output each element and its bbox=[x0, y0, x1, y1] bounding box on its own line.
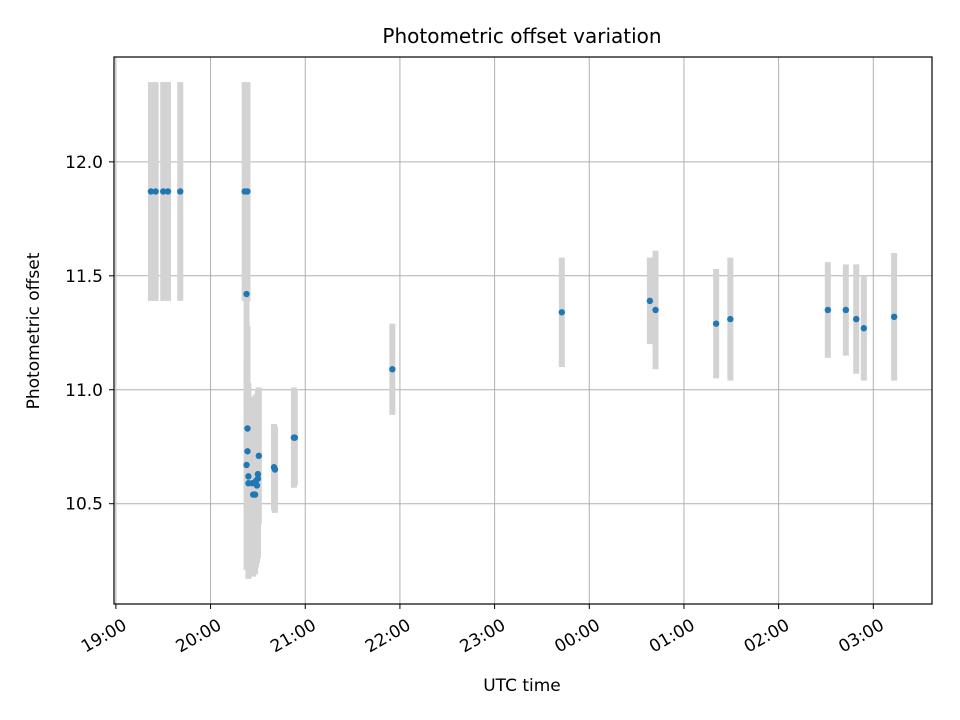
y-tick-label: 11.0 bbox=[65, 381, 103, 401]
data-point bbox=[243, 461, 250, 469]
y-tick-label: 11.5 bbox=[65, 267, 103, 287]
data-point bbox=[842, 306, 850, 314]
data-point bbox=[164, 188, 172, 195]
plot-frame bbox=[113, 56, 933, 605]
data-point bbox=[890, 313, 898, 321]
data-point bbox=[727, 315, 734, 323]
y-axis-label: Photometric offset bbox=[24, 252, 44, 409]
data-point bbox=[712, 320, 720, 327]
data-point bbox=[245, 473, 252, 480]
data-point bbox=[824, 306, 832, 314]
data-point bbox=[271, 466, 279, 473]
chart-title: Photometric offset variation bbox=[382, 24, 661, 48]
data-point bbox=[147, 188, 155, 195]
data-point bbox=[255, 452, 263, 460]
data-point bbox=[244, 448, 251, 455]
data-points bbox=[147, 188, 898, 498]
data-point bbox=[652, 306, 659, 314]
data-point bbox=[860, 325, 868, 332]
y-tick-label: 10.5 bbox=[65, 495, 103, 515]
data-point bbox=[152, 188, 159, 195]
data-point bbox=[160, 188, 167, 195]
data-point bbox=[291, 434, 299, 441]
y-tick-label: 12.0 bbox=[65, 153, 103, 173]
data-point bbox=[389, 366, 396, 373]
data-point bbox=[558, 309, 566, 316]
data-point bbox=[243, 290, 250, 298]
data-point bbox=[254, 470, 262, 478]
data-point bbox=[253, 482, 261, 489]
data-point bbox=[244, 188, 251, 195]
data-point bbox=[853, 315, 860, 323]
y-axis-ticks: 10.5 11.0 11.5 12.0 bbox=[65, 153, 114, 515]
x-axis-label: UTC time bbox=[483, 676, 561, 696]
data-point bbox=[254, 475, 262, 482]
data-point bbox=[177, 188, 184, 195]
data-point bbox=[251, 491, 259, 498]
data-point bbox=[646, 297, 654, 305]
data-point bbox=[244, 425, 251, 432]
